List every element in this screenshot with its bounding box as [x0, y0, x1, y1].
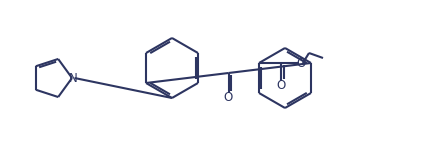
Text: O: O — [224, 91, 233, 104]
Text: O: O — [297, 57, 306, 69]
Text: O: O — [276, 79, 285, 92]
Text: N: N — [69, 72, 78, 85]
